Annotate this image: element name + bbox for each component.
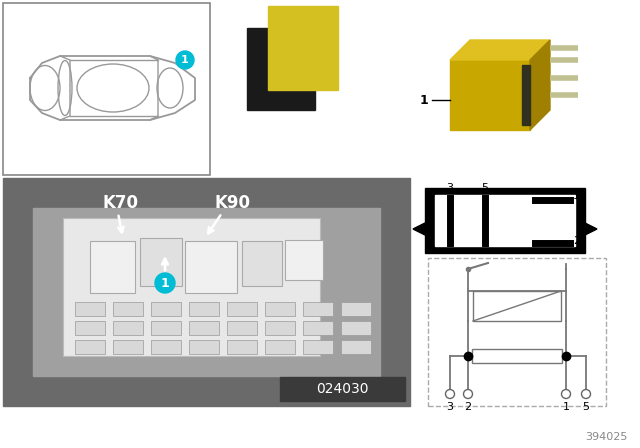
- Bar: [151, 321, 181, 335]
- Bar: [3, 3, 210, 175]
- Bar: [341, 321, 371, 335]
- Text: 2: 2: [573, 236, 580, 246]
- Bar: [473, 291, 561, 321]
- Circle shape: [445, 389, 454, 399]
- Bar: [189, 302, 219, 316]
- Text: 024030: 024030: [316, 382, 368, 396]
- Circle shape: [582, 389, 591, 399]
- Bar: [303, 302, 333, 316]
- Text: K90: K90: [215, 194, 251, 212]
- Bar: [227, 302, 257, 316]
- Bar: [151, 340, 181, 354]
- Text: 1: 1: [563, 402, 570, 412]
- Bar: [450, 60, 530, 130]
- Text: 5: 5: [481, 183, 488, 193]
- Bar: [285, 240, 323, 280]
- Bar: [522, 65, 530, 125]
- Bar: [303, 321, 333, 335]
- Bar: [189, 321, 219, 335]
- Text: 1: 1: [419, 94, 428, 107]
- Polygon shape: [585, 223, 597, 235]
- Bar: [265, 302, 295, 316]
- Bar: [227, 340, 257, 354]
- Bar: [303, 340, 333, 354]
- Text: 394025: 394025: [586, 432, 628, 442]
- Bar: [247, 28, 315, 110]
- Bar: [472, 349, 562, 363]
- Bar: [75, 321, 105, 335]
- Bar: [151, 302, 181, 316]
- Bar: [63, 218, 320, 356]
- Polygon shape: [413, 223, 425, 235]
- Bar: [113, 302, 143, 316]
- Text: 2: 2: [465, 402, 472, 412]
- Polygon shape: [450, 40, 550, 60]
- Bar: [185, 241, 237, 293]
- Bar: [435, 195, 575, 246]
- Bar: [425, 188, 585, 253]
- Text: 3: 3: [447, 402, 454, 412]
- Bar: [341, 302, 371, 316]
- Bar: [113, 340, 143, 354]
- Polygon shape: [530, 40, 550, 130]
- Bar: [227, 321, 257, 335]
- Text: 3: 3: [447, 183, 454, 193]
- Circle shape: [463, 389, 472, 399]
- Bar: [75, 340, 105, 354]
- Text: 1: 1: [573, 191, 580, 201]
- Bar: [90, 241, 135, 293]
- Bar: [280, 377, 405, 401]
- Bar: [33, 208, 380, 376]
- Bar: [242, 241, 282, 286]
- Bar: [113, 321, 143, 335]
- Text: 1: 1: [161, 276, 170, 289]
- Bar: [265, 340, 295, 354]
- Bar: [268, 6, 338, 90]
- Text: 5: 5: [582, 402, 589, 412]
- Circle shape: [176, 51, 194, 69]
- Bar: [265, 321, 295, 335]
- Bar: [428, 258, 606, 406]
- Text: 1: 1: [181, 55, 189, 65]
- Bar: [3, 178, 410, 406]
- Circle shape: [155, 273, 175, 293]
- Bar: [341, 340, 371, 354]
- Bar: [189, 340, 219, 354]
- Bar: [140, 238, 182, 286]
- Text: K70: K70: [103, 194, 139, 212]
- Bar: [75, 302, 105, 316]
- Circle shape: [561, 389, 570, 399]
